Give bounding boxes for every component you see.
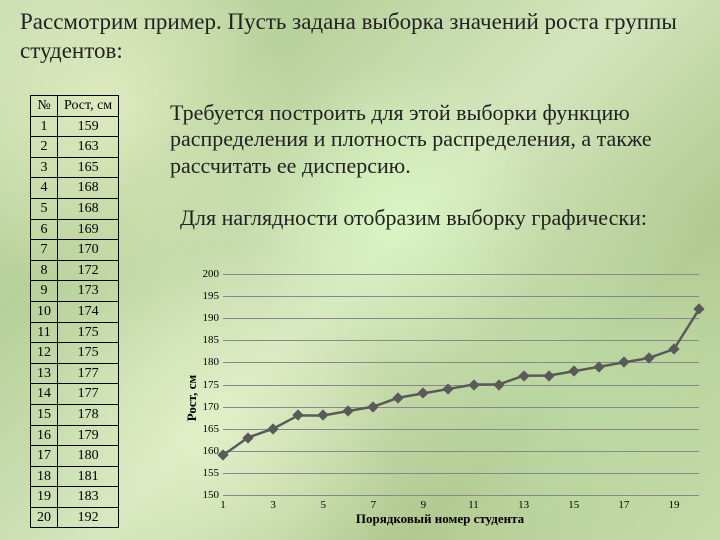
table-cell: 8 (31, 260, 58, 281)
chart-ytick: 160 (195, 445, 219, 457)
table-cell: 2 (31, 137, 58, 158)
page-title: Рассмотрим пример. Пусть задана выборка … (20, 8, 700, 66)
table-cell: 181 (58, 466, 119, 487)
table-row: 19183 (31, 487, 119, 508)
table-row: 1159 (31, 116, 119, 137)
chart-xtick: 17 (618, 499, 629, 511)
chart-ytick: 190 (195, 312, 219, 324)
table-cell: 4 (31, 178, 58, 199)
chart-ytick: 180 (195, 356, 219, 368)
chart-ytick: 200 (195, 268, 219, 280)
table-cell: 180 (58, 446, 119, 467)
chart-line (223, 309, 699, 455)
table-cell: 7 (31, 240, 58, 261)
table-header: Рост, см (58, 96, 119, 117)
table-cell: 3 (31, 157, 58, 178)
table-row: 11175 (31, 322, 119, 343)
table-row: 20192 (31, 507, 119, 528)
chart-xtick: 11 (468, 499, 479, 511)
table-row: 12175 (31, 343, 119, 364)
chart-ytick: 185 (195, 334, 219, 346)
table-cell: 5 (31, 198, 58, 219)
table-row: 14177 (31, 384, 119, 405)
table-row: 13177 (31, 363, 119, 384)
table-cell: 11 (31, 322, 58, 343)
table-cell: 170 (58, 240, 119, 261)
chart-ytick: 150 (195, 489, 219, 501)
table-cell: 175 (58, 322, 119, 343)
table-cell: 10 (31, 301, 58, 322)
chart-xtick: 13 (518, 499, 529, 511)
table-row: 6169 (31, 219, 119, 240)
table-row: 4168 (31, 178, 119, 199)
table-cell: 168 (58, 198, 119, 219)
table-header: № (31, 96, 58, 117)
chart-xtick: 5 (320, 499, 326, 511)
table-cell: 172 (58, 260, 119, 281)
chart-xtick: 19 (668, 499, 679, 511)
chart-xtick: 15 (568, 499, 579, 511)
chart-xtick: 1 (220, 499, 226, 511)
table-cell: 159 (58, 116, 119, 137)
table-cell: 165 (58, 157, 119, 178)
table-cell: 17 (31, 446, 58, 467)
chart-ytick: 175 (195, 379, 219, 391)
table-cell: 16 (31, 425, 58, 446)
table-cell: 13 (31, 363, 58, 384)
chart-xtick: 7 (371, 499, 377, 511)
table-cell: 15 (31, 404, 58, 425)
table-cell: 163 (58, 137, 119, 158)
table-cell: 183 (58, 487, 119, 508)
table-cell: 18 (31, 466, 58, 487)
chart-xtick: 9 (421, 499, 427, 511)
chart-ytick: 155 (195, 467, 219, 479)
table-cell: 174 (58, 301, 119, 322)
table-row: 8172 (31, 260, 119, 281)
table-cell: 177 (58, 363, 119, 384)
table-cell: 12 (31, 343, 58, 364)
table-row: 9173 (31, 281, 119, 302)
table-row: 2163 (31, 137, 119, 158)
table-row: 3165 (31, 157, 119, 178)
table-row: 10174 (31, 301, 119, 322)
table-cell: 192 (58, 507, 119, 528)
table-cell: 6 (31, 219, 58, 240)
data-table: №Рост, см 115921633165416851686169717081… (30, 95, 119, 528)
table-cell: 20 (31, 507, 58, 528)
task-text: Требуется построить для этой выборки фун… (170, 100, 695, 179)
table-row: 16179 (31, 425, 119, 446)
height-chart: Рост, см Порядковый номер студента 15015… (175, 270, 705, 525)
table-row: 15178 (31, 404, 119, 425)
table-row: 17180 (31, 446, 119, 467)
chart-ytick: 195 (195, 290, 219, 302)
table-cell: 175 (58, 343, 119, 364)
chart-svg (223, 274, 699, 495)
chart-intro-text: Для наглядности отобразим выборку графич… (180, 205, 695, 231)
table-cell: 177 (58, 384, 119, 405)
table-cell: 179 (58, 425, 119, 446)
table-cell: 173 (58, 281, 119, 302)
table-cell: 169 (58, 219, 119, 240)
table-row: 7170 (31, 240, 119, 261)
table-cell: 9 (31, 281, 58, 302)
chart-ytick: 165 (195, 423, 219, 435)
table-cell: 1 (31, 116, 58, 137)
table-cell: 14 (31, 384, 58, 405)
table-row: 5168 (31, 198, 119, 219)
chart-xtick: 3 (270, 499, 276, 511)
table-cell: 178 (58, 404, 119, 425)
table-cell: 19 (31, 487, 58, 508)
chart-xlabel: Порядковый номер студента (356, 511, 524, 527)
chart-gridline (223, 495, 699, 496)
chart-ytick: 170 (195, 401, 219, 413)
table-cell: 168 (58, 178, 119, 199)
table-row: 18181 (31, 466, 119, 487)
